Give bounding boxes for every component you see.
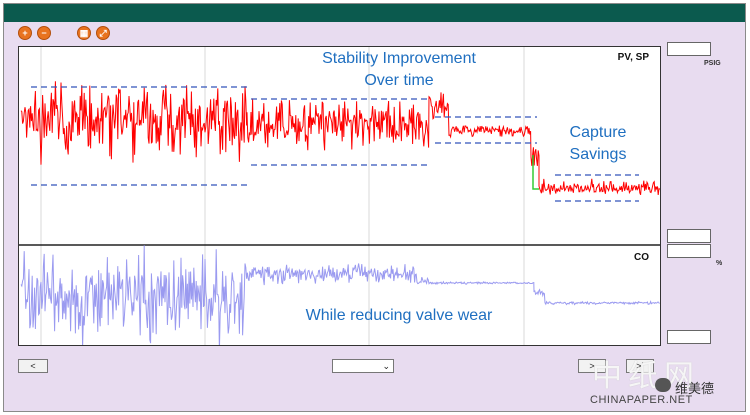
pv-sp-label: PV, SP [618,52,650,63]
trend-svg: PV, SP CO Stability Improvement Over tim… [19,47,660,345]
expand-icon: ⤢ [99,28,107,38]
annotation-savings-line1: Capture [570,124,627,141]
trend-plot-area[interactable]: PV, SP CO Stability Improvement Over tim… [18,46,661,346]
scroll-end-button[interactable]: >| [626,359,654,373]
annotation-valve-wear: While reducing valve wear [306,307,493,324]
grid-icon: ▦ [79,28,89,38]
zoom-in-button[interactable]: + [18,26,32,40]
annotation-savings-line2: Savings [570,146,627,163]
chevron-down-icon: ⌄ [382,361,390,371]
zoom-in-icon: + [22,28,28,38]
annotation-stability-line1: Stability Improvement [322,50,476,67]
co-unit: % [716,260,723,267]
watermark-chinese: 中纸网 [592,359,700,394]
trend-window: + − ▦ ⤢ PV, SP CO Stability Improvement … [3,3,746,412]
co-value-box-1 [667,229,711,243]
stability-band-lines [31,86,639,202]
pv-trace [20,81,660,196]
co-trace [20,245,660,345]
scroll-back-button[interactable]: < [18,359,48,373]
grid-button[interactable]: ▦ [77,26,91,40]
watermark-name: 维美德 [675,381,715,396]
annotation-stability-line2: Over time [364,72,433,89]
sp-trace [532,155,539,190]
scroll-forward-button[interactable]: > [578,359,606,373]
title-bar [4,4,745,22]
co-value-box-2 [667,244,711,258]
co-value-box-3 [667,330,711,344]
expand-button[interactable]: ⤢ [96,26,110,40]
pv-value-box [667,42,711,56]
zoom-out-icon: − [41,28,47,38]
pv-unit: PSIG [704,60,721,67]
time-range-select[interactable]: ⌄ [332,359,394,373]
co-label: CO [634,252,649,263]
zoom-out-button[interactable]: − [37,26,51,40]
wechat-icon [655,378,671,392]
watermark-english: CHINAPAPER.NET [590,394,693,406]
